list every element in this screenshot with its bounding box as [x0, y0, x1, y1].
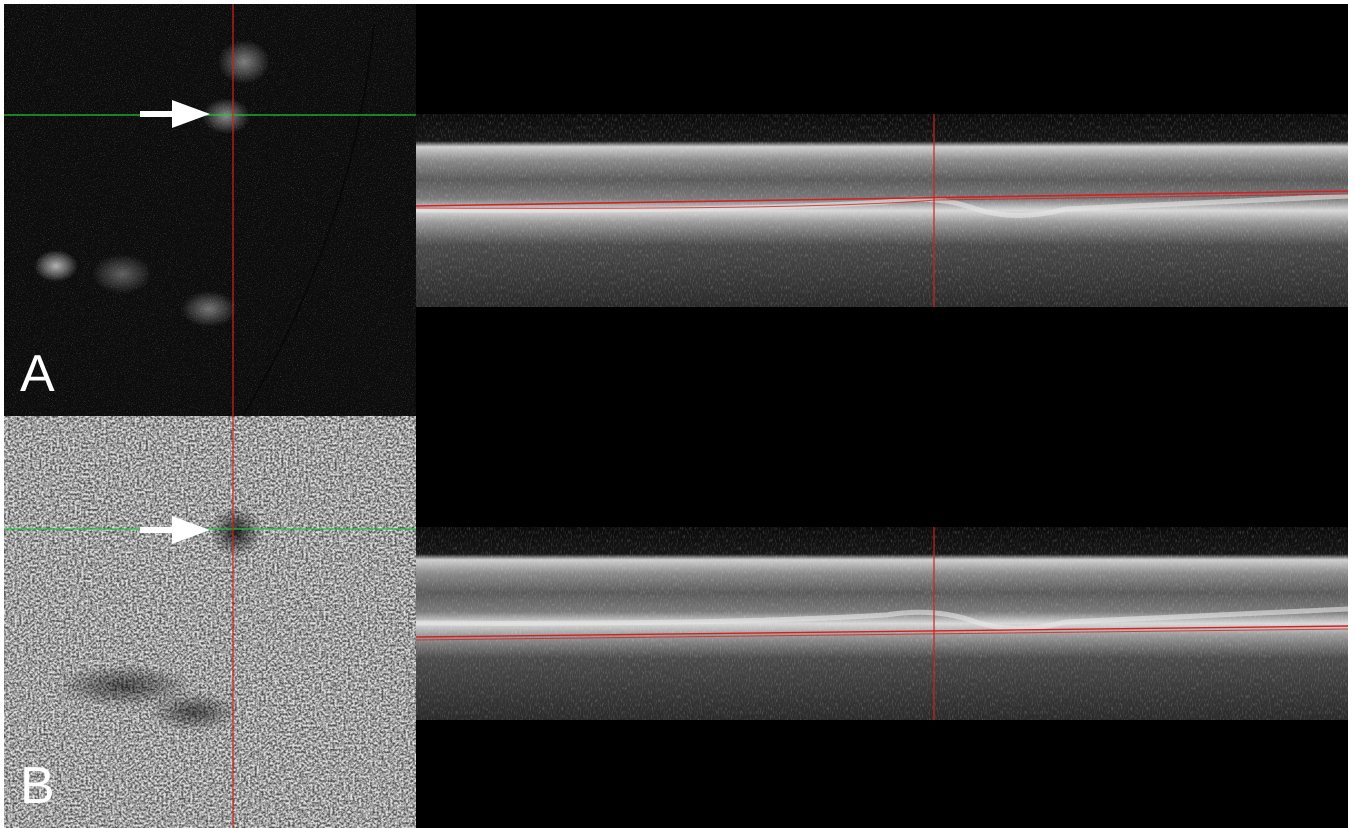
- panel-a: A: [4, 4, 1348, 416]
- enface-image-a: A: [4, 4, 416, 416]
- white-arrow-icon: [140, 516, 210, 544]
- white-arrow-icon: [140, 100, 210, 128]
- panel-b: B: [4, 416, 1348, 828]
- bscan-image-b: [416, 527, 1348, 720]
- panel-label-a: A: [20, 345, 55, 403]
- bscan-image-a: [416, 114, 1348, 307]
- oct-figure: A: [4, 4, 1348, 828]
- enface-image-b: B: [4, 416, 416, 828]
- segmentation-line-b: [416, 625, 1348, 638]
- segmentation-line-a: [416, 190, 1348, 207]
- panel-label-b: B: [20, 757, 55, 815]
